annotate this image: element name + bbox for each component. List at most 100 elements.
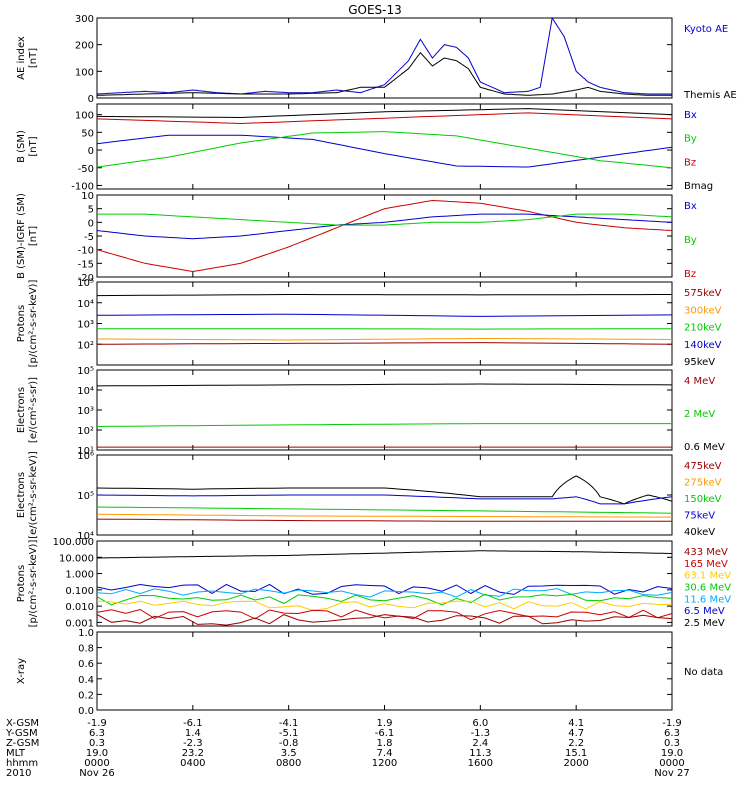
series-by xyxy=(97,132,672,168)
legend-item: 0.6 MeV xyxy=(684,442,725,453)
y-tick-label: 10³ xyxy=(77,320,94,331)
legend-item: By xyxy=(684,134,697,145)
series-bz xyxy=(97,113,672,124)
legend-item: Bx xyxy=(684,110,697,121)
axis-row-label: 2010 xyxy=(6,768,31,779)
series-bx xyxy=(97,135,672,167)
series-0-6-mev xyxy=(97,384,672,386)
y-tick-label: 1.000 xyxy=(65,570,94,581)
series-95kev xyxy=(97,295,672,296)
series-475kev xyxy=(97,519,672,521)
panel-protons-high: 0.0010.0100.1001.00010.000100.000Protons… xyxy=(16,537,731,629)
y-tick-label: -5 xyxy=(84,232,94,243)
legend-item: 30.6 MeV xyxy=(684,583,731,594)
y-tick-label: 0.6 xyxy=(78,659,94,670)
y-tick-label: 0.010 xyxy=(65,602,94,613)
y-tick-label: 100 xyxy=(75,111,94,122)
y-tick-label: 0.2 xyxy=(78,690,94,701)
series-11-6-mev xyxy=(97,589,672,598)
y-axis-label: Electrons xyxy=(16,472,27,518)
legend-item: 575keV xyxy=(684,288,722,299)
axis-row-value: Nov 26 xyxy=(79,768,114,779)
y-tick-label: 0.0 xyxy=(78,706,94,717)
legend-item: 11.6 MeV xyxy=(684,594,731,605)
legend-item: 2.5 MeV xyxy=(684,618,725,629)
legend-item: 433 MeV xyxy=(684,547,728,558)
y-axis-label: B (SM)-IGRF (SM) xyxy=(16,193,27,279)
panel-frame xyxy=(97,632,672,710)
y-tick-label: 0.8 xyxy=(78,644,94,655)
series-2-mev xyxy=(97,424,672,427)
legend-item: Kyoto AE xyxy=(684,24,728,35)
panel-frame xyxy=(97,370,672,450)
legend-item: 6.5 MeV xyxy=(684,606,725,617)
legend-item: Bz xyxy=(684,269,696,280)
panel-protons-low: 10²10³10⁴10⁵Protons[p/(cm²-s-sr-keV)]575… xyxy=(16,278,722,368)
y-axis-label: [p/(cm²-s-sr-keV)] xyxy=(28,540,39,628)
y-tick-label: 100 xyxy=(75,67,94,78)
legend-item: By xyxy=(684,235,697,246)
y-tick-label: 10⁵ xyxy=(77,366,94,377)
axis-row-value: Nov 27 xyxy=(654,768,689,779)
legend-item: 300keV xyxy=(684,305,722,316)
y-tick-label: 50 xyxy=(81,128,94,139)
y-tick-label: 10² xyxy=(77,426,94,437)
y-axis-label: [nT] xyxy=(28,48,39,68)
y-tick-label: 10⁶ xyxy=(77,451,94,462)
series-bmag xyxy=(97,109,672,118)
y-axis-label: Protons xyxy=(16,305,27,342)
axis-row-value: 2000 xyxy=(563,758,588,769)
y-tick-label: 10³ xyxy=(77,406,94,417)
plot-title: GOES-13 xyxy=(348,3,402,17)
series-kyoto-ae xyxy=(97,18,672,94)
axis-row-value: 1200 xyxy=(372,758,397,769)
legend-item: 140keV xyxy=(684,340,722,351)
legend-item: 75keV xyxy=(684,511,715,522)
y-tick-label: 10⁵ xyxy=(77,491,94,502)
y-tick-label: 300 xyxy=(75,14,94,25)
panel-electrons-low: 10⁴10⁵10⁶Electrons[e/(cm²-s-sr-keV)]475k… xyxy=(16,451,722,542)
series-2-5-mev xyxy=(97,551,672,558)
panel-electrons-high: 10¹10²10³10⁴10⁵Electrons[e/(cm²-s-sr)]4 … xyxy=(16,366,725,457)
y-tick-label: 5 xyxy=(88,205,94,216)
y-axis-label: [nT] xyxy=(28,136,39,156)
y-tick-label: 0 xyxy=(88,218,94,229)
series-themis-ae xyxy=(97,53,672,96)
y-axis-label: Protons xyxy=(16,565,27,602)
series-300kev xyxy=(97,339,672,341)
y-axis-label: X-ray xyxy=(16,658,27,684)
series-150kev xyxy=(97,507,672,513)
y-tick-label: -15 xyxy=(78,259,94,270)
y-tick-label: 1.0 xyxy=(78,628,94,639)
legend-item: Bx xyxy=(684,201,697,212)
y-axis-label: [p/(cm²-s-sr-keV)] xyxy=(28,280,39,368)
legend-item: 2 MeV xyxy=(684,409,715,420)
series-6-5-mev xyxy=(97,584,672,594)
y-tick-label: 0 xyxy=(88,146,94,157)
panel-frame xyxy=(97,18,672,98)
y-axis-label: Electrons xyxy=(16,387,27,433)
legend-item: 165 MeV xyxy=(684,559,728,570)
legend-item: 475keV xyxy=(684,461,722,472)
y-tick-label: 10.000 xyxy=(59,553,94,564)
series-275kev xyxy=(97,514,672,517)
legend-item: 210keV xyxy=(684,323,722,334)
y-tick-label: 10⁴ xyxy=(77,386,94,397)
legend-item: Themis AE xyxy=(683,90,737,101)
legend-item: 95keV xyxy=(684,357,715,368)
y-tick-label: 200 xyxy=(75,41,94,52)
y-axis-label: [nT] xyxy=(28,226,39,246)
y-tick-label: 10⁵ xyxy=(77,278,94,289)
series-140kev xyxy=(97,314,672,316)
y-tick-label: 10⁴ xyxy=(77,299,94,310)
axis-row-value: 0800 xyxy=(276,758,301,769)
y-axis-label: AE index xyxy=(16,36,27,80)
legend-item: Bz xyxy=(684,157,696,168)
series-bz xyxy=(97,201,672,272)
y-axis-label: [e/(cm²-s-sr-keV)] xyxy=(28,451,39,539)
